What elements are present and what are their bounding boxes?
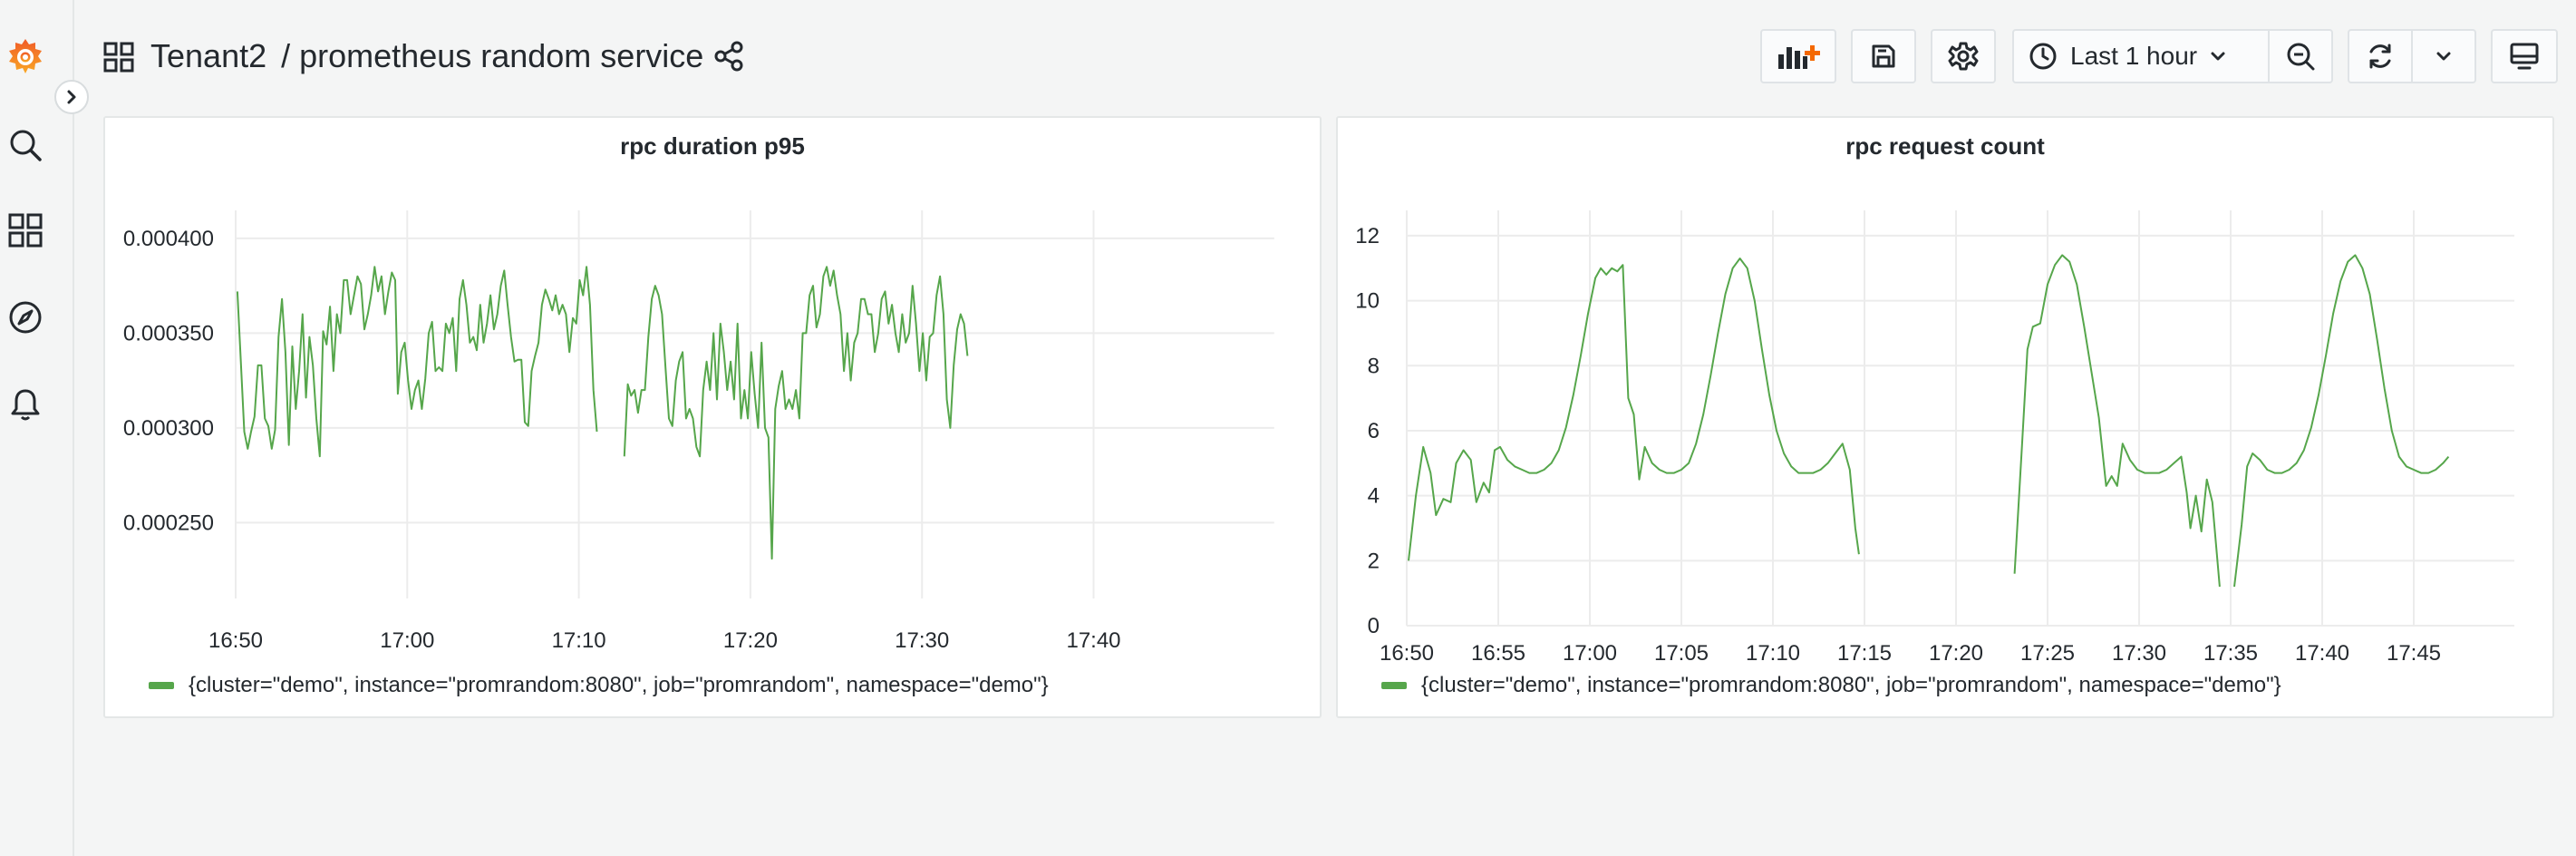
y-tick-label: 0 <box>1368 614 1380 638</box>
legend-item[interactable]: {cluster="demo", instance="promrandom:80… <box>1381 673 2281 698</box>
x-tick-label: 16:50 <box>208 628 263 653</box>
gear-icon <box>1948 42 1979 71</box>
x-tick-label: 17:00 <box>380 628 434 653</box>
monitor-icon <box>2510 43 2539 70</box>
breadcrumb: Tenant2 /prometheus random service <box>150 34 703 78</box>
y-tick-label: 8 <box>1368 354 1380 378</box>
dashboard-settings-button[interactable] <box>1931 29 1996 83</box>
legend-color-swatch <box>149 682 174 689</box>
time-range-picker[interactable]: Last 1 hour <box>2012 29 2270 83</box>
compass-icon[interactable] <box>4 296 47 339</box>
chevron-down-icon <box>2211 52 2225 61</box>
zoom-out-button[interactable] <box>2270 29 2333 83</box>
zoom-out-icon <box>2287 43 2315 71</box>
refresh-icon <box>2369 44 2391 69</box>
x-tick-label: 16:50 <box>1380 641 1434 662</box>
refresh-interval-dropdown[interactable] <box>2413 29 2476 83</box>
chart-rpc-duration: 0.000250 0.000300 0.000350 0.000400 16:50 17:… <box>123 210 1274 653</box>
y-tick-label: 0.000250 <box>123 511 214 535</box>
dashboard-grid-icon <box>103 42 134 77</box>
y-tick-label: 12 <box>1355 224 1380 248</box>
legend-color-swatch <box>1381 682 1407 689</box>
chevron-right-icon <box>67 90 76 104</box>
time-range-label: Last 1 hour <box>2070 42 2198 70</box>
legend-label: {cluster="demo", instance="promrandom:80… <box>189 673 1049 697</box>
y-tick-label: 0.000350 <box>123 321 214 345</box>
panel-title[interactable]: rpc duration p95 <box>620 132 805 160</box>
x-tick-label: 17:30 <box>895 628 949 653</box>
x-tick-label: 17:00 <box>1563 641 1617 662</box>
legend-label: {cluster="demo", instance="promrandom:80… <box>1421 673 2281 697</box>
x-tick-label: 17:15 <box>1837 641 1892 662</box>
save-dashboard-button[interactable] <box>1851 29 1916 83</box>
breadcrumb-separator: / <box>281 37 291 74</box>
top-bar: Tenant2 /prometheus random service Last 1… <box>73 0 2576 109</box>
panel-rpc-request-count[interactable]: rpc request count 0 2 4 6 8 10 12 16:50 16:55 17:… <box>1336 116 2554 718</box>
x-tick-label: 17:20 <box>1929 641 1983 662</box>
series-line <box>623 266 969 560</box>
expand-sidebar-button[interactable] <box>54 80 89 114</box>
grafana-logo-icon[interactable] <box>4 34 47 78</box>
y-tick-label: 0.000400 <box>123 227 214 251</box>
series-line <box>2233 254 2450 588</box>
share-icon[interactable] <box>712 40 745 77</box>
x-tick-label: 17:40 <box>1066 628 1120 653</box>
chevron-down-icon <box>2436 52 2451 61</box>
panel-title[interactable]: rpc request count <box>1845 132 2045 160</box>
series-line <box>2013 254 2221 588</box>
x-tick-label: 17:45 <box>2387 641 2441 662</box>
add-panel-icon <box>1778 45 1820 69</box>
y-tick-label: 0.000300 <box>123 416 214 441</box>
x-tick-label: 17:40 <box>2295 641 2349 662</box>
chart-rpc-request-count: 0 2 4 6 8 10 12 16:50 16:55 17:00 17:05 17:10 17:15 1… <box>1355 210 2514 662</box>
y-tick-label: 4 <box>1368 484 1380 509</box>
save-icon <box>1872 44 1895 68</box>
x-tick-label: 17:30 <box>2112 641 2166 662</box>
sidebar <box>0 0 74 856</box>
tv-mode-button[interactable] <box>2491 29 2558 83</box>
x-tick-label: 17:35 <box>2203 641 2258 662</box>
breadcrumb-folder[interactable]: Tenant2 <box>150 37 267 74</box>
x-tick-label: 17:05 <box>1654 641 1709 662</box>
y-tick-label: 10 <box>1355 289 1380 314</box>
legend-item[interactable]: {cluster="demo", instance="promrandom:80… <box>149 673 1049 698</box>
dashboards-grid-icon[interactable] <box>4 209 47 252</box>
series-line <box>1408 258 1860 561</box>
add-panel-button[interactable] <box>1760 29 1836 83</box>
clock-icon <box>2029 43 2057 70</box>
search-icon[interactable] <box>4 123 47 167</box>
series-line <box>236 266 598 458</box>
refresh-button[interactable] <box>2348 29 2413 83</box>
x-tick-label: 17:10 <box>552 628 606 653</box>
x-tick-label: 17:10 <box>1746 641 1800 662</box>
panel-rpc-duration[interactable]: rpc duration p95 0.000250 0.000300 0.00035… <box>103 116 1322 718</box>
y-tick-label: 2 <box>1368 549 1380 573</box>
x-tick-label: 16:55 <box>1471 641 1525 662</box>
x-tick-label: 17:25 <box>2020 641 2075 662</box>
y-tick-label: 6 <box>1368 419 1380 443</box>
x-tick-label: 17:20 <box>723 628 778 653</box>
dashboard-title[interactable]: prometheus random service <box>299 37 704 74</box>
bell-icon[interactable] <box>4 383 47 426</box>
